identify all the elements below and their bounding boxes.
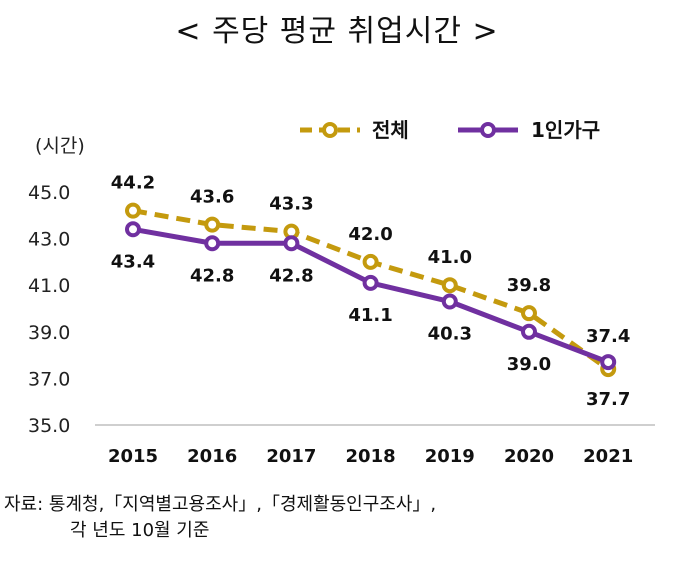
source-note: 자료: 통계청,「지역별고용조사」,「경제활동인구조사」, 각 년도 10월 기준 bbox=[4, 492, 436, 544]
data-label-total: 43.3 bbox=[269, 194, 313, 215]
data-label-single-household: 40.3 bbox=[428, 324, 472, 345]
source-line-2: 각 년도 10월 기준 bbox=[70, 520, 210, 541]
data-label-total: 39.8 bbox=[507, 275, 551, 296]
data-point bbox=[521, 305, 537, 322]
data-point bbox=[204, 235, 221, 252]
y-axis-label: (시간) bbox=[35, 135, 85, 157]
data-point bbox=[125, 202, 141, 219]
x-tick-label: 2018 bbox=[346, 446, 396, 467]
legend-label: 전체 bbox=[372, 118, 409, 142]
data-label-single-household: 42.8 bbox=[269, 265, 313, 286]
legend-marker bbox=[322, 122, 338, 138]
y-tick-label: 43.0 bbox=[28, 229, 70, 251]
data-label-single-household: 42.8 bbox=[190, 265, 234, 286]
y-axis: (시간) 45.0 43.0 41.0 39.0 37.0 35.0 bbox=[28, 135, 85, 437]
x-axis: 2015 2016 2017 2018 2019 2020 2021 bbox=[95, 424, 655, 467]
x-tick-label: 2020 bbox=[504, 446, 554, 467]
y-tick-label: 39.0 bbox=[28, 322, 70, 344]
data-point bbox=[125, 221, 141, 238]
y-tick-label: 37.0 bbox=[28, 368, 70, 390]
legend-label: 1인가구 bbox=[531, 118, 600, 142]
data-point bbox=[441, 293, 458, 310]
legend-marker bbox=[480, 122, 496, 138]
data-point bbox=[204, 216, 221, 233]
data-label-total: 44.2 bbox=[111, 173, 155, 194]
chart-title: < 주당 평균 취업시간 > bbox=[175, 14, 499, 49]
data-label-total: 41.0 bbox=[428, 247, 472, 268]
x-tick-label: 2017 bbox=[266, 446, 316, 467]
data-point bbox=[600, 354, 617, 371]
y-tick-label: 45.0 bbox=[28, 182, 70, 204]
data-label-single-household: 41.1 bbox=[348, 305, 392, 326]
data-label-total: 42.0 bbox=[348, 224, 392, 245]
data-label-total: 37.4 bbox=[586, 326, 630, 347]
data-point bbox=[521, 323, 537, 340]
x-tick-label: 2021 bbox=[583, 446, 633, 467]
data-label-single-household: 37.7 bbox=[586, 389, 630, 410]
data-label-total: 43.6 bbox=[190, 187, 234, 208]
data-point bbox=[441, 277, 458, 294]
data-point bbox=[362, 253, 379, 270]
line-chart: (시간)45.043.041.039.037.035.0 2015 2016 201… bbox=[28, 118, 655, 467]
y-tick-label: 41.0 bbox=[28, 275, 70, 297]
data-point bbox=[283, 235, 300, 252]
x-tick-label: 2015 bbox=[108, 446, 158, 467]
data-label-single-household: 39.0 bbox=[507, 354, 551, 375]
data-point bbox=[362, 274, 379, 291]
data-label-single-household: 43.4 bbox=[111, 251, 155, 272]
x-tick-label: 2016 bbox=[187, 446, 237, 467]
series-lines: 44.2 43.6 43.3 42.0 41.0 39.8 37.4 43.4 42.8 42.8… bbox=[111, 173, 631, 410]
legend: 전체 1인가구 bbox=[300, 118, 600, 142]
y-tick-label: 35.0 bbox=[28, 415, 70, 437]
source-line-1: 자료: 통계청,「지역별고용조사」,「경제활동인구조사」, bbox=[4, 494, 437, 515]
x-tick-label: 2019 bbox=[425, 446, 475, 467]
